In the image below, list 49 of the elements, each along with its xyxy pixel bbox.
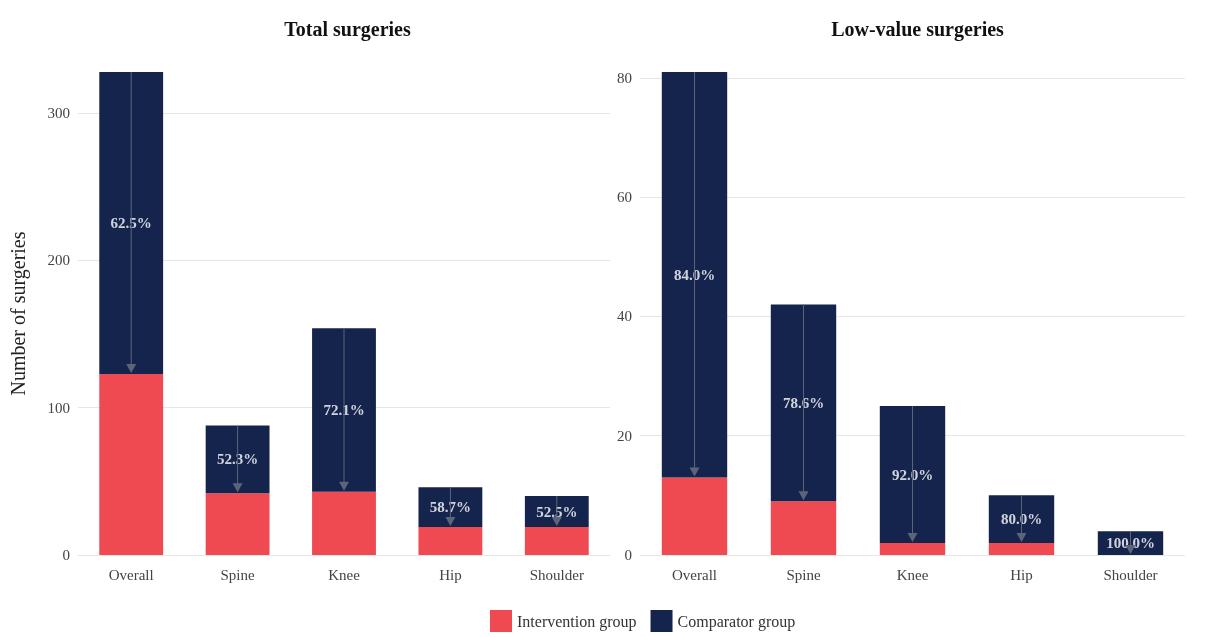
- x-tick-label: Hip: [1010, 566, 1033, 583]
- y-tick-label: 40: [617, 308, 632, 325]
- y-axis-title: Number of surgeries: [7, 231, 30, 396]
- x-tick-label: Spine: [220, 566, 256, 583]
- bar: [770, 304, 837, 502]
- bar: [879, 405, 946, 544]
- bar: [879, 543, 946, 555]
- bar: [524, 496, 589, 528]
- bar: [418, 527, 483, 555]
- bar: [661, 72, 728, 478]
- bar: [99, 373, 164, 555]
- bar: [205, 425, 270, 494]
- y-tick-label: 20: [617, 427, 632, 444]
- x-tick-label: Knee: [328, 566, 361, 583]
- legend-label: Comparator group: [677, 612, 796, 631]
- x-tick-label: Shoulder: [1103, 566, 1158, 583]
- bar: [99, 72, 164, 374]
- bar: [312, 328, 376, 492]
- chart-title: Low-value surgeries: [831, 18, 1005, 41]
- bar: [205, 493, 270, 555]
- legend-label: Intervention group: [517, 612, 637, 631]
- y-tick-label: 0: [62, 547, 70, 563]
- bar: [312, 491, 376, 555]
- y-tick-label: 80: [617, 69, 632, 86]
- annotation: 58.7%: [429, 499, 472, 516]
- bar: [988, 543, 1055, 555]
- bar: [988, 495, 1055, 544]
- bar: [524, 527, 589, 555]
- annotation: 62.5%: [110, 214, 152, 231]
- y-tick-label: 200: [47, 252, 70, 269]
- x-tick-label: Spine: [786, 566, 821, 583]
- x-tick-label: Overall: [672, 566, 717, 583]
- annotation: 52.3%: [216, 451, 259, 468]
- x-tick-label: Knee: [896, 566, 929, 583]
- bar: [661, 477, 728, 555]
- annotation: 52.5%: [536, 503, 578, 520]
- chart-title: Total surgeries: [284, 18, 411, 41]
- x-tick-label: Overall: [108, 566, 154, 583]
- bar: [418, 487, 483, 528]
- y-tick-label: 100: [47, 399, 70, 416]
- y-tick-label: 0: [624, 547, 632, 563]
- x-tick-label: Hip: [439, 566, 462, 583]
- annotation: 100.0%: [1106, 535, 1155, 552]
- x-tick-label: Shoulder: [529, 566, 584, 583]
- y-tick-label: 300: [47, 105, 70, 122]
- annotation: 72.1%: [323, 401, 365, 418]
- annotation: 80.0%: [1000, 511, 1043, 528]
- y-tick-label: 60: [617, 189, 632, 206]
- bar: [770, 501, 837, 555]
